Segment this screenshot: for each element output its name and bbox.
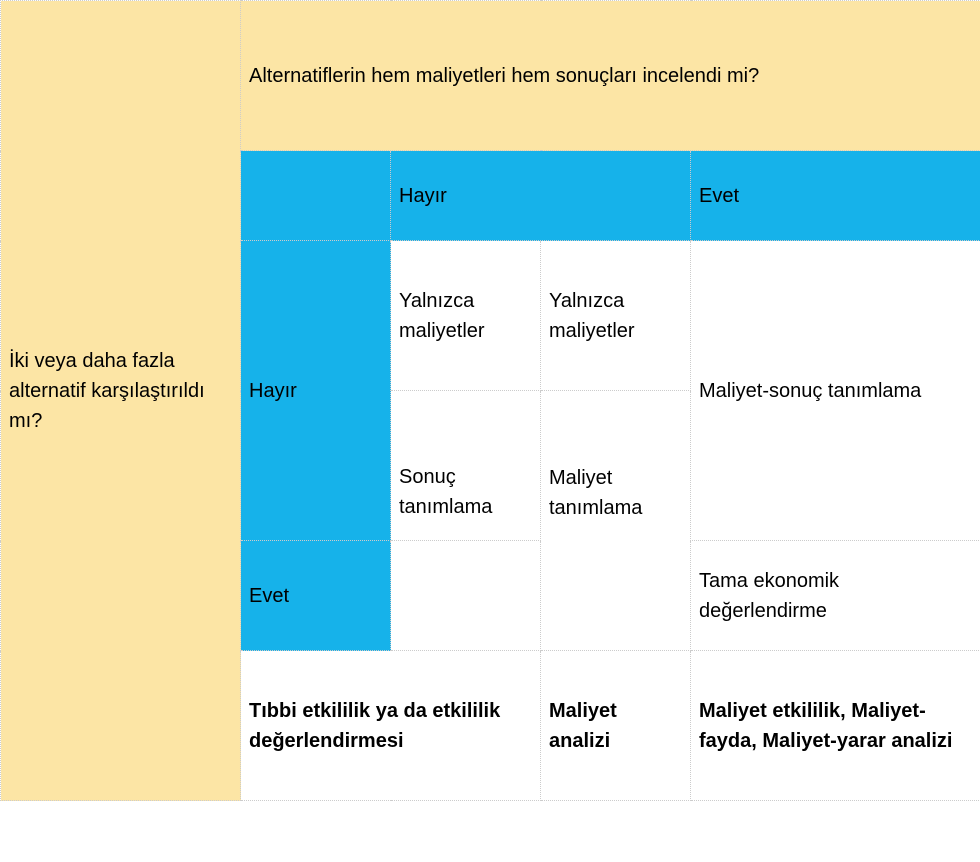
bottom-a: Tıbbi etkililik ya da etkililik değerlen… <box>241 651 541 801</box>
bottom-c: Maliyet etkililik, Maliyet-fayda, Maliye… <box>691 651 980 801</box>
left-header-blank-mid2 <box>1 541 241 651</box>
cell-no-no-a2: Sonuç tanımlama <box>391 391 541 541</box>
cell-no-yes: Maliyet-sonuç tanımlama <box>691 241 980 541</box>
decision-matrix-table: Alternatiflerin hem maliyetleri hem sonu… <box>0 0 980 801</box>
row-header-yes: Evet <box>241 541 391 651</box>
cell-yes-yes: Tama ekonomik değerlendirme <box>691 541 980 651</box>
row-header-no: Hayır <box>241 241 391 541</box>
col-header-blank <box>241 151 391 241</box>
bottom-b: Maliyet analizi <box>541 651 691 801</box>
cell-yes-no-a <box>391 541 541 651</box>
cell-no-no-b2: Maliyet tanımlama <box>541 391 691 541</box>
top-question: Alternatiflerin hem maliyetleri hem sonu… <box>241 1 980 151</box>
col-header-yes: Evet <box>691 151 980 241</box>
left-header-blank-bottom <box>1 651 241 801</box>
left-question: İki veya daha fazla alternatif karşılaşt… <box>1 241 241 541</box>
left-header-blank-mid1 <box>1 151 241 241</box>
left-header-blank-top <box>1 1 241 151</box>
col-header-no: Hayır <box>391 151 691 241</box>
cell-no-no-b: Yalnızca maliyetler <box>541 241 691 391</box>
cell-no-no-a: Yalnızca maliyetler <box>391 241 541 391</box>
cell-yes-no-b <box>541 541 691 651</box>
